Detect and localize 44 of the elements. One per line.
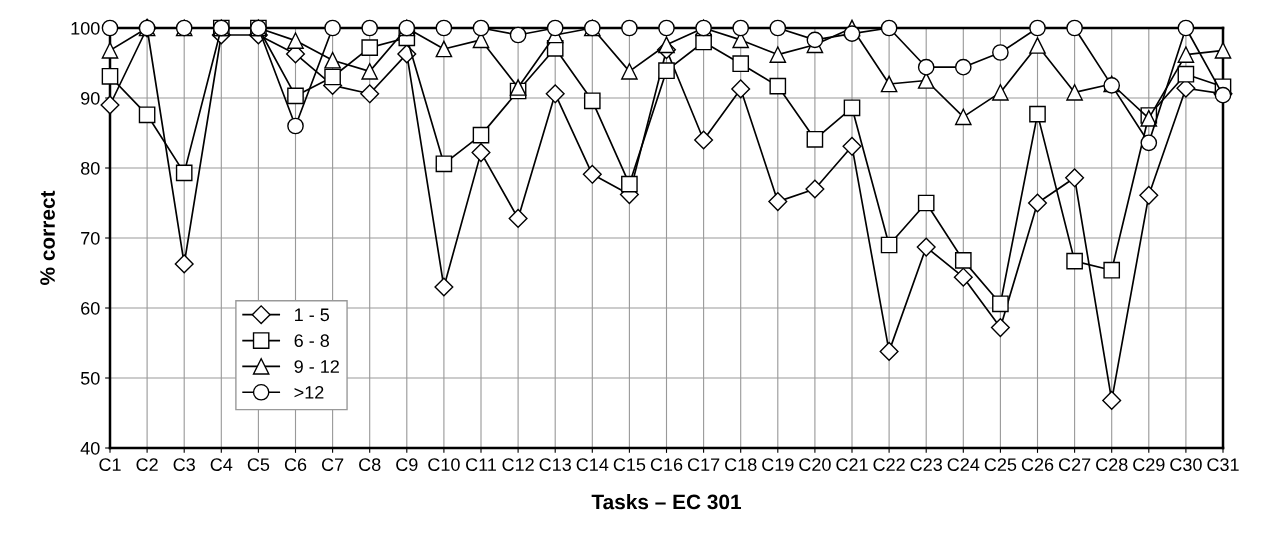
x-tick-label: C29 <box>1133 458 1165 471</box>
x-tick-label: C5 <box>247 458 270 471</box>
x-tick-label: C22 <box>873 458 905 471</box>
x-tick-label: C4 <box>210 458 233 471</box>
x-tick-label: C16 <box>650 458 683 471</box>
y-tick-label: 60 <box>81 301 100 315</box>
x-tick-label: C12 <box>502 458 534 471</box>
x-tick-label: C23 <box>910 458 942 471</box>
x-tick-label: C17 <box>687 458 720 471</box>
y-tick-label: 100 <box>71 21 100 35</box>
legend-label: >12 <box>294 386 324 399</box>
x-tick-label: C6 <box>284 458 307 471</box>
x-tick-label: C18 <box>725 458 757 471</box>
legend-label: 6 - 8 <box>294 334 330 348</box>
y-tick-label: 40 <box>80 441 100 455</box>
x-tick-label: C13 <box>539 458 571 471</box>
y-axis-title: % correct <box>40 190 55 285</box>
x-tick-label: C19 <box>762 458 794 471</box>
y-tick-label: 80 <box>80 161 100 175</box>
x-tick-label: C21 <box>836 458 868 471</box>
x-tick-label: C11 <box>466 458 497 471</box>
x-axis-title: Tasks – EC 301 <box>591 494 742 510</box>
y-tick-label: 90 <box>81 91 100 105</box>
x-tick-label: C26 <box>1021 458 1054 471</box>
x-tick-label: C2 <box>136 458 158 471</box>
x-tick-label: C30 <box>1170 458 1202 471</box>
x-tick-label: C1 <box>99 458 121 471</box>
x-tick-label: C8 <box>359 458 381 471</box>
x-tick-label: C7 <box>321 458 344 471</box>
y-tick-label: 70 <box>81 231 100 245</box>
y-tick-label: 50 <box>80 371 100 385</box>
legend-label: 9 - 12 <box>294 360 339 373</box>
x-tick-label: C28 <box>1096 458 1128 471</box>
x-tick-label: C3 <box>173 458 195 471</box>
x-tick-label: C24 <box>947 458 980 471</box>
x-tick-label: C25 <box>984 458 1017 471</box>
legend-label: 1 - 5 <box>295 308 330 322</box>
x-tick-label: C14 <box>576 458 609 471</box>
x-tick-label: C20 <box>799 458 831 471</box>
x-tick-label: C15 <box>613 458 646 471</box>
x-tick-label: C9 <box>396 458 418 471</box>
x-tick-label: C10 <box>428 458 460 471</box>
x-tick-label: C31 <box>1207 458 1239 471</box>
x-tick-label: C27 <box>1058 458 1091 471</box>
